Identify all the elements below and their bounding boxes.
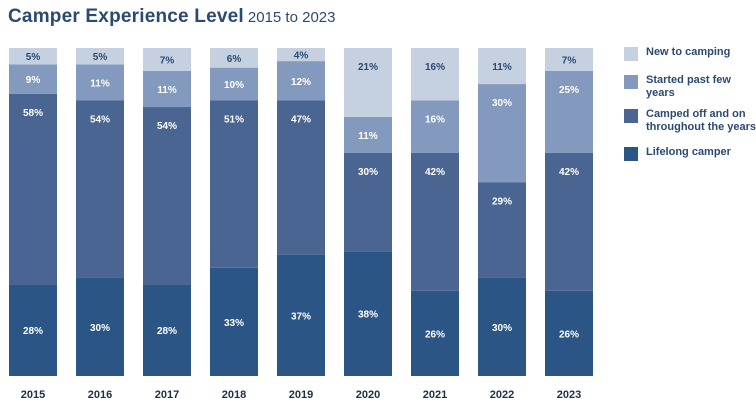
bar-segment-lifelong-camper-2021 — [411, 290, 459, 376]
bar-segment-started-past-few-years-2020 — [344, 116, 392, 153]
bar-segment-started-past-few-years-2016 — [76, 64, 124, 101]
x-tick-label-2023: 2023 — [557, 389, 581, 401]
bar-segment-camped-off-and-on-2020 — [344, 152, 392, 252]
bar-segment-started-past-few-years-2018 — [210, 67, 258, 101]
x-tick-label-2019: 2019 — [289, 389, 313, 401]
data-label-started-past-few-years-2018: 10% — [224, 80, 244, 91]
legend-label-started-past-few-years: Started past few years — [646, 74, 731, 99]
bar-segment-new-to-camping-2023 — [545, 48, 593, 71]
data-label-started-past-few-years-2015: 9% — [26, 75, 41, 86]
bar-segment-camped-off-and-on-2015 — [9, 93, 57, 285]
x-tick-label-2015: 2015 — [21, 389, 45, 401]
x-tick-label-2020: 2020 — [356, 389, 380, 401]
legend-label-new-to-camping: New to camping — [646, 46, 731, 58]
bar-segment-new-to-camping-2015 — [9, 48, 57, 65]
legend-label-camped-off-and-on: Camped off and on throughout the years — [646, 108, 756, 133]
bar-segment-camped-off-and-on-2022 — [478, 182, 526, 278]
data-label-lifelong-camper-2023: 26% — [559, 329, 579, 340]
bar-segment-started-past-few-years-2015 — [9, 64, 57, 94]
x-tick-label-2021: 2021 — [423, 389, 447, 401]
bar-segment-new-to-camping-2020 — [344, 48, 392, 117]
data-label-new-to-camping-2019: 4% — [294, 51, 309, 62]
data-label-new-to-camping-2017: 7% — [160, 55, 175, 66]
data-label-new-to-camping-2015: 5% — [26, 52, 41, 63]
bar-segment-started-past-few-years-2022 — [478, 84, 526, 183]
data-label-new-to-camping-2020: 21% — [358, 62, 378, 73]
bar-segment-started-past-few-years-2017 — [143, 70, 191, 108]
data-label-camped-off-and-on-2016: 54% — [90, 114, 110, 125]
legend-item-new-to-camping: New to camping — [624, 46, 756, 61]
data-label-started-past-few-years-2016: 11% — [90, 78, 110, 89]
bar-segment-camped-off-and-on-2023 — [545, 152, 593, 291]
data-label-new-to-camping-2018: 6% — [227, 54, 242, 65]
data-label-started-past-few-years-2022: 30% — [492, 98, 512, 109]
bar-segment-lifelong-camper-2018 — [210, 267, 258, 376]
data-label-lifelong-camper-2021: 26% — [425, 329, 445, 340]
bar-segment-started-past-few-years-2023 — [545, 70, 593, 153]
data-label-camped-off-and-on-2018: 51% — [224, 114, 244, 125]
legend-label-lifelong-camper: Lifelong camper — [646, 146, 731, 158]
data-label-camped-off-and-on-2019: 47% — [291, 114, 311, 125]
bar-segment-lifelong-camper-2019 — [277, 254, 325, 376]
chart-title-row: Camper Experience Level 2015 to 2023 — [8, 6, 335, 28]
x-tick-label-2018: 2018 — [222, 389, 246, 401]
legend-swatch-camped-off-and-on — [624, 109, 638, 123]
bar-segment-lifelong-camper-2017 — [143, 284, 191, 376]
data-label-camped-off-and-on-2020: 30% — [358, 167, 378, 178]
data-label-lifelong-camper-2020: 38% — [358, 310, 378, 321]
bar-segment-new-to-camping-2017 — [143, 48, 191, 71]
stacked-bar-chart: 28% 58% 9% 5% 2015 30% 54% 11% 5% 2016 28% 54% 11% 7%… — [9, 48, 593, 401]
data-label-lifelong-camper-2022: 30% — [492, 323, 512, 334]
data-label-lifelong-camper-2016: 30% — [90, 323, 110, 334]
data-label-lifelong-camper-2019: 37% — [291, 311, 311, 322]
data-label-new-to-camping-2022: 11% — [492, 62, 512, 73]
legend-swatch-started-past-few-years — [624, 75, 638, 89]
bar-segment-new-to-camping-2019 — [277, 48, 325, 62]
data-label-new-to-camping-2021: 16% — [425, 62, 445, 73]
bar-segment-lifelong-camper-2015 — [9, 284, 57, 376]
data-label-started-past-few-years-2023: 25% — [559, 85, 579, 96]
chart-subtitle: 2015 to 2023 — [247, 9, 336, 26]
legend-item-camped-off-and-on: Camped off and on throughout the years — [624, 108, 756, 134]
x-tick-label-2022: 2022 — [490, 389, 514, 401]
data-label-new-to-camping-2016: 5% — [93, 52, 108, 63]
legend-swatch-lifelong-camper — [624, 147, 638, 161]
bar-segment-started-past-few-years-2021 — [411, 100, 459, 153]
data-label-camped-off-and-on-2015: 58% — [23, 108, 43, 119]
data-label-started-past-few-years-2017: 11% — [157, 85, 177, 96]
x-tick-label-2016: 2016 — [88, 389, 112, 401]
bar-segment-started-past-few-years-2019 — [277, 61, 325, 101]
data-label-camped-off-and-on-2022: 29% — [492, 196, 512, 207]
bar-segment-camped-off-and-on-2017 — [143, 107, 191, 285]
bar-segment-lifelong-camper-2016 — [76, 277, 124, 376]
data-label-lifelong-camper-2018: 33% — [224, 318, 244, 329]
data-label-camped-off-and-on-2021: 42% — [425, 167, 445, 178]
bar-segment-camped-off-and-on-2019 — [277, 100, 325, 255]
bar-segment-new-to-camping-2022 — [478, 48, 526, 85]
bar-segment-camped-off-and-on-2018 — [210, 100, 258, 268]
data-label-camped-off-and-on-2017: 54% — [157, 121, 177, 132]
bar-segment-lifelong-camper-2023 — [545, 290, 593, 376]
data-label-new-to-camping-2023: 7% — [562, 55, 577, 66]
data-label-started-past-few-years-2021: 16% — [425, 114, 445, 125]
x-tick-label-2017: 2017 — [155, 389, 179, 401]
legend-swatch-new-to-camping — [624, 47, 638, 61]
bar-segment-new-to-camping-2018 — [210, 48, 258, 68]
data-label-lifelong-camper-2017: 28% — [157, 326, 177, 337]
chart-title: Camper Experience Level — [8, 6, 244, 27]
data-label-camped-off-and-on-2023: 42% — [559, 167, 579, 178]
data-label-lifelong-camper-2015: 28% — [23, 326, 43, 337]
bar-segment-new-to-camping-2021 — [411, 48, 459, 101]
bar-segment-new-to-camping-2016 — [76, 48, 124, 65]
bar-segment-lifelong-camper-2020 — [344, 251, 392, 376]
legend-item-started-past-few-years: Started past few years — [624, 74, 756, 100]
bar-segment-camped-off-and-on-2016 — [76, 100, 124, 278]
bar-segment-lifelong-camper-2022 — [478, 277, 526, 376]
bar-segment-camped-off-and-on-2021 — [411, 152, 459, 291]
legend-item-lifelong-camper: Lifelong camper — [624, 146, 756, 161]
data-label-started-past-few-years-2019: 12% — [291, 77, 311, 88]
data-label-started-past-few-years-2020: 11% — [358, 131, 378, 142]
